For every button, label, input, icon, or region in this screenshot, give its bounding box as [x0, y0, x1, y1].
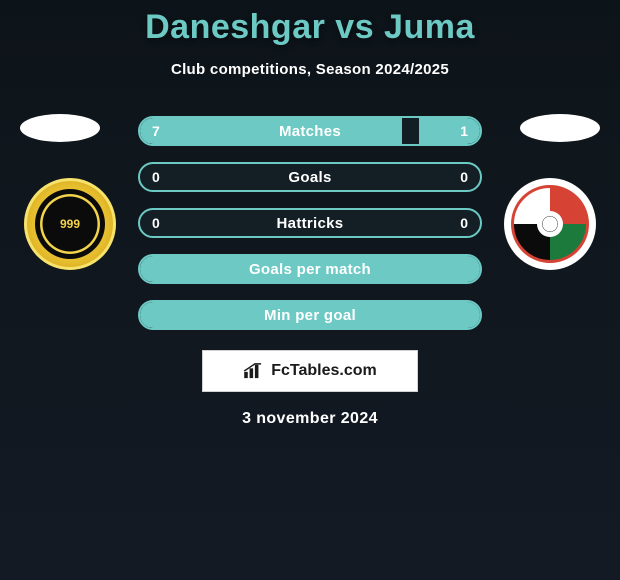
country-ellipse-right: [520, 114, 600, 142]
brand-chart-icon: [243, 363, 265, 379]
club-badge-right: [504, 178, 596, 270]
stat-bar-value-left: 7: [152, 123, 160, 139]
stat-bar-label: Matches: [279, 123, 341, 140]
club-badge-right-ball-icon: [537, 211, 563, 237]
club-badge-left: 999: [24, 178, 116, 270]
stat-bar: Hattricks 0 0: [138, 208, 482, 238]
stat-bar: Matches 7 1: [138, 116, 482, 146]
stat-bar-label: Goals per match: [249, 261, 371, 278]
stat-bars: Matches 7 1 Goals 0 0 Hattricks 0 0 Goals per mat…: [138, 116, 482, 330]
club-badge-right-inner: [511, 185, 589, 263]
stat-bar: Goals per match: [138, 254, 482, 284]
stat-bar-label: Hattricks: [277, 215, 344, 232]
page-subtitle: Club competitions, Season 2024/2025: [0, 61, 620, 78]
comparison-date: 3 november 2024: [0, 410, 620, 428]
country-ellipse-left: [20, 114, 100, 142]
brand-text: FcTables.com: [271, 362, 377, 380]
stat-bar: Min per goal: [138, 300, 482, 330]
stat-bar-fill-left: [140, 118, 402, 144]
brand-box[interactable]: FcTables.com: [202, 350, 418, 392]
stat-bar-value-left: 0: [152, 215, 160, 231]
stat-bar-value-left: 0: [152, 169, 160, 185]
stat-bar-value-right: 0: [460, 169, 468, 185]
stat-bar-label: Goals: [288, 169, 331, 186]
stat-bar-value-right: 0: [460, 215, 468, 231]
page-title: Daneshgar vs Juma: [0, 8, 620, 47]
comparison-panel: 999 Matches 7 1 Goals 0 0 Hattricks 0 0 Goals per…: [0, 116, 620, 428]
stat-bar: Goals 0 0: [138, 162, 482, 192]
stat-bar-value-right: 1: [460, 123, 468, 139]
club-badge-left-inner: 999: [35, 189, 105, 259]
stat-bar-fill-right: [419, 118, 480, 144]
stat-bar-label: Min per goal: [264, 307, 356, 324]
